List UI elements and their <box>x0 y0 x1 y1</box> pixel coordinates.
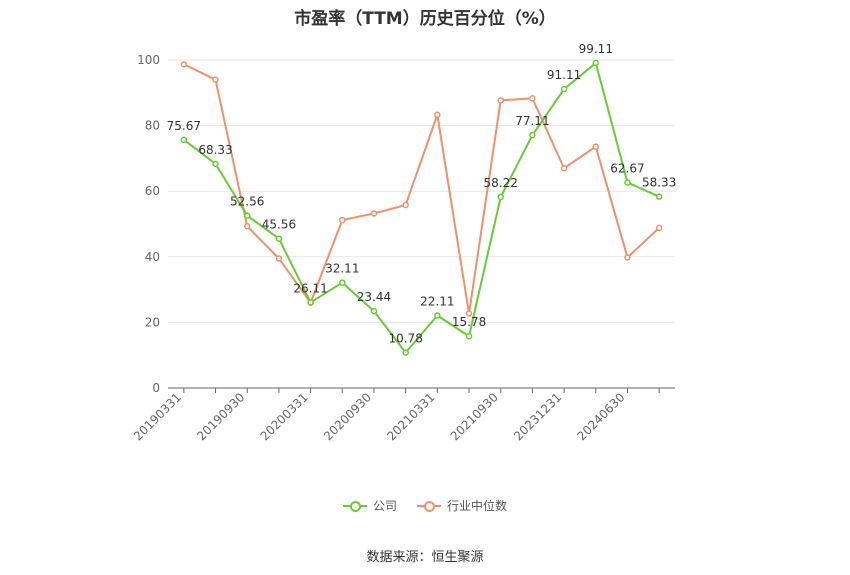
data-label-company: 58.22 <box>484 176 518 190</box>
data-label-company: 58.33 <box>642 176 676 190</box>
y-tick-label: 20 <box>145 315 160 329</box>
data-point-industry-median <box>180 61 188 68</box>
data-point-industry-median <box>339 216 346 224</box>
data-label-company: 62.67 <box>610 161 644 175</box>
data-point-industry-median <box>592 143 600 150</box>
data-point-company <box>655 193 663 200</box>
series-line-company <box>183 61 660 354</box>
data-point-industry-median <box>497 97 504 104</box>
legend-item-industry-median[interactable]: 行业中位数 <box>417 497 507 514</box>
data-point-company <box>529 131 536 139</box>
y-tick-label: 0 <box>152 381 160 395</box>
data-label-company: 15.78 <box>452 315 486 329</box>
data-label-company: 77.11 <box>515 114 549 128</box>
x-tick-label: 20200331 <box>258 390 311 443</box>
data-label-company: 99.11 <box>579 42 613 56</box>
data-label-company: 32.11 <box>325 262 359 276</box>
x-tick-label: 20190930 <box>194 390 247 443</box>
data-point-company <box>339 279 346 286</box>
data-point-industry-median <box>560 164 568 172</box>
data-point-company <box>560 85 568 93</box>
data-point-company <box>434 312 441 319</box>
data-point-company <box>497 193 504 201</box>
data-label-company: 52.56 <box>230 195 264 209</box>
data-label-company: 23.44 <box>357 290 391 304</box>
data-label-company: 75.67 <box>167 119 201 133</box>
data-point-industry-median <box>624 254 631 261</box>
data-point-company <box>624 179 631 186</box>
data-point-industry-median <box>465 310 473 317</box>
data-label-company: 22.11 <box>420 294 454 308</box>
data-label-company: 91.11 <box>547 68 581 82</box>
y-tick-label: 40 <box>145 250 160 264</box>
data-point-company <box>212 160 219 168</box>
data-point-industry-median <box>655 224 663 232</box>
data-label-company: 68.33 <box>198 143 232 157</box>
data-point-company <box>275 235 283 242</box>
y-tick-label: 80 <box>145 119 160 133</box>
chart-title: 市盈率（TTM）历史百分位（%） <box>294 9 556 29</box>
data-point-company <box>592 59 600 67</box>
data-point-industry-median <box>275 255 283 262</box>
x-tick-label: 20190331 <box>131 390 184 443</box>
data-point-industry-median <box>212 76 219 83</box>
x-tick-label: 20231231 <box>511 390 564 443</box>
data-point-industry-median <box>370 210 378 217</box>
data-point-industry-median <box>402 201 409 209</box>
legend-industry-median-label: 行业中位数 <box>447 499 508 513</box>
data-label-company: 26.11 <box>293 281 327 295</box>
x-tick-label: 20210331 <box>384 390 437 443</box>
y-tick-label: 60 <box>145 184 160 198</box>
x-tick-label: 20210930 <box>448 390 501 443</box>
data-point-company <box>180 136 188 144</box>
data-label-company: 10.78 <box>388 332 422 346</box>
data-point-industry-median <box>434 111 441 119</box>
data-label-company: 45.56 <box>262 218 296 232</box>
data-point-company <box>243 212 251 219</box>
x-tick-label: 20200930 <box>321 390 374 443</box>
legend-item-company[interactable]: 公司 <box>342 497 397 514</box>
legend-company-label: 公司 <box>372 499 397 513</box>
chart-legend: 公司 行业中位数 <box>0 497 850 514</box>
data-point-company <box>307 299 314 306</box>
data-point-company <box>465 332 473 340</box>
data-point-industry-median <box>243 223 251 230</box>
source-note: 数据来源：恒生聚源 <box>366 550 484 565</box>
data-point-industry-median <box>529 95 536 102</box>
y-tick-label: 100 <box>137 53 160 67</box>
data-point-company <box>402 349 409 356</box>
legend-company-swatch-icon <box>342 499 367 513</box>
x-tick-label: 20240630 <box>575 390 628 443</box>
series-line-industry-median <box>183 63 660 315</box>
legend-industry-swatch-icon <box>417 499 441 513</box>
data-point-company <box>370 307 378 315</box>
